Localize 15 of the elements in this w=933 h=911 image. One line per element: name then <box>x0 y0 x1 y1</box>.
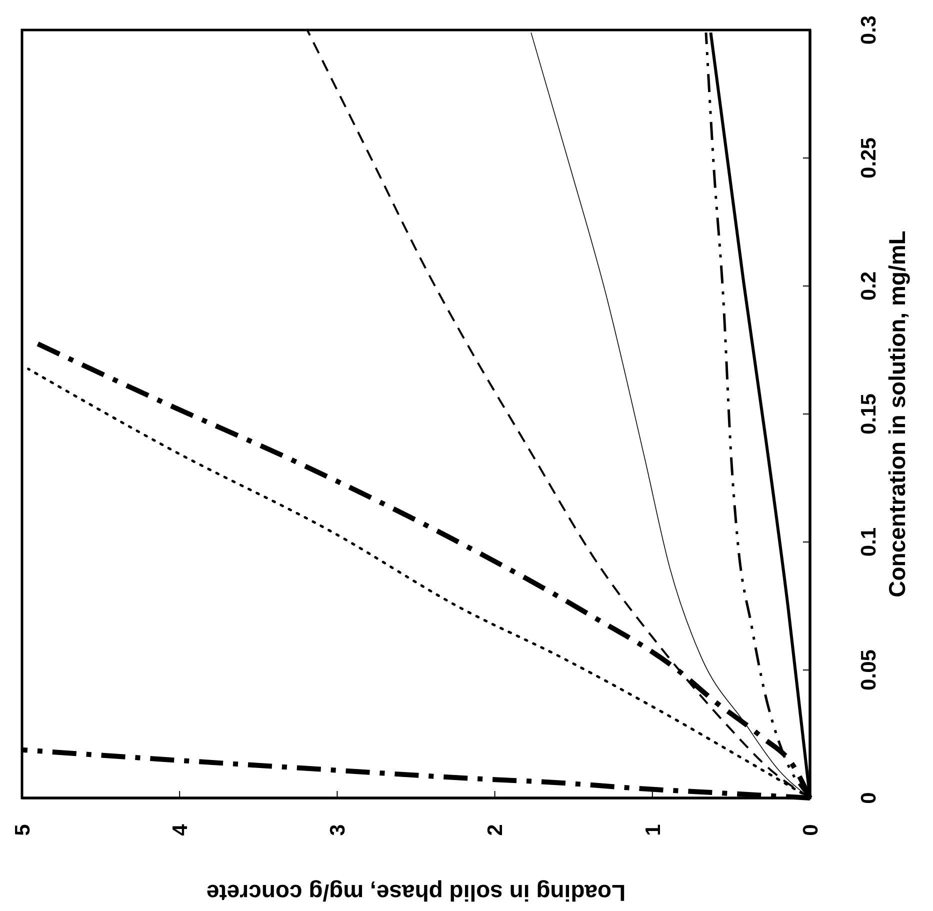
y-axis-title: Concentration in solution, mg/mL <box>884 230 910 598</box>
x-tick-label: 1 <box>642 824 665 836</box>
y-tick-label: 0.05 <box>857 649 880 690</box>
x-tick-label: 2 <box>484 824 508 836</box>
x-tick-label: 5 <box>11 824 34 836</box>
y-tick-label: 0 <box>857 792 880 804</box>
x-tick-label: 3 <box>326 824 350 836</box>
x-axis-title: Loading in solid phase, mg/g concrete <box>206 880 626 906</box>
y-tick-label: 0.2 <box>857 271 880 301</box>
x-tick-label: 4 <box>168 824 192 836</box>
y-tick-label: 0.1 <box>857 527 880 557</box>
x-tick-label: 0 <box>799 824 822 836</box>
y-tick-label: 0.25 <box>857 137 880 178</box>
y-tick-label: 0.15 <box>857 393 880 434</box>
y-tick-label: 0.3 <box>857 15 880 45</box>
